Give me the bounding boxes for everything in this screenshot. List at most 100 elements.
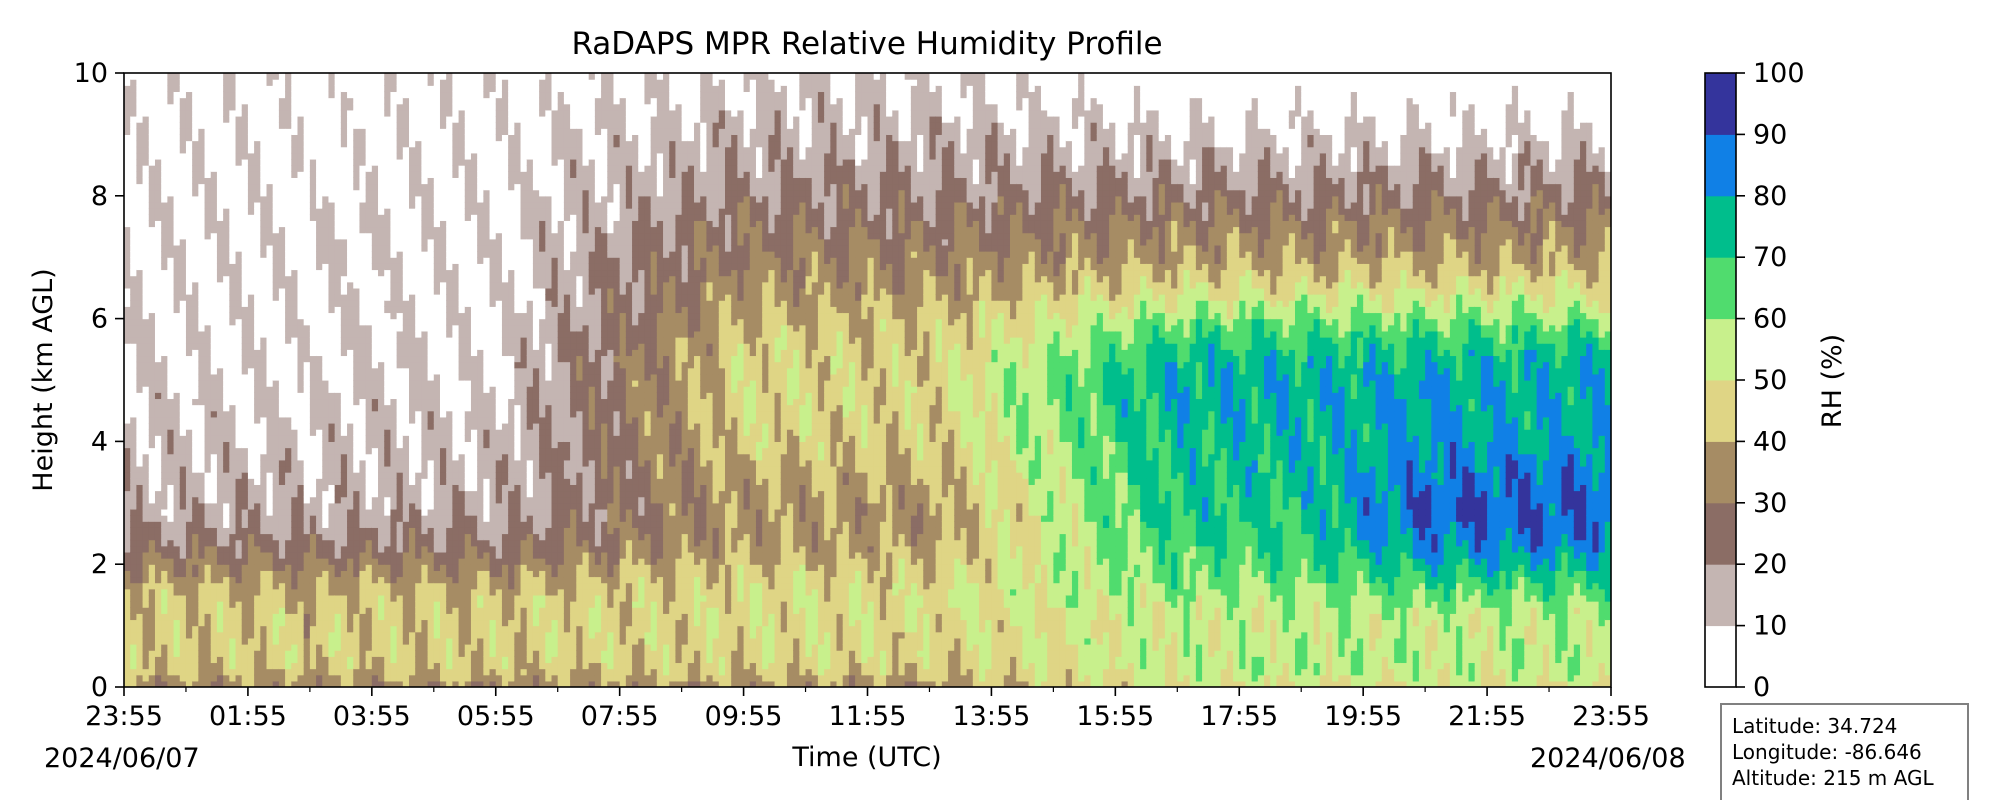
contour-cell: [205, 294, 212, 301]
contour-cell: [310, 282, 317, 289]
contour-cell: [328, 650, 335, 657]
contour-cell: [390, 294, 397, 301]
contour-cell: [353, 362, 360, 369]
contour-cell: [273, 251, 280, 258]
contour-field: [124, 73, 1612, 688]
contour-cell: [335, 233, 342, 240]
contour-cell: [285, 644, 292, 651]
contour-cell: [316, 656, 323, 663]
contour-cell: [161, 515, 168, 522]
contour-cell: [248, 576, 255, 583]
contour-cell: [279, 546, 286, 553]
contour-cell: [341, 214, 348, 221]
contour-cell: [124, 675, 131, 682]
contour-cell: [236, 337, 243, 344]
contour-cell: [285, 79, 292, 86]
contour-cell: [322, 104, 329, 111]
contour-cell: [341, 85, 348, 92]
contour-cell: [279, 343, 286, 350]
contour-cell: [304, 595, 311, 602]
contour-cell: [198, 552, 205, 559]
contour-cell: [390, 227, 397, 234]
contour-cell: [136, 589, 143, 596]
contour-cell: [242, 478, 249, 485]
contour-cell: [366, 312, 373, 319]
contour-cell: [415, 601, 422, 608]
contour-cell: [359, 398, 366, 405]
contour-cell: [254, 454, 261, 461]
contour-cell: [180, 122, 187, 129]
contour-cell: [217, 607, 224, 614]
contour-cell: [161, 355, 168, 362]
contour-cell: [279, 122, 286, 129]
contour-cell: [353, 644, 360, 651]
contour-cell: [254, 497, 261, 504]
contour-cell: [328, 233, 335, 240]
contour-cell: [409, 319, 416, 326]
contour-cell: [229, 472, 236, 479]
contour-cell: [242, 208, 249, 215]
contour-cell: [310, 380, 317, 387]
contour-cell: [335, 675, 342, 682]
contour-cell: [347, 675, 354, 682]
contour-cell: [211, 312, 218, 319]
contour-cell: [143, 460, 150, 467]
contour-cell: [279, 595, 286, 602]
contour-cell: [378, 607, 385, 614]
contour-cell: [260, 153, 267, 160]
contour-cell: [136, 73, 143, 80]
contour-cell: [279, 128, 286, 135]
contour-cell: [372, 491, 379, 498]
contour-cell: [260, 552, 267, 559]
contour-cell: [236, 349, 243, 356]
contour-cell: [428, 669, 435, 676]
contour-cell: [260, 466, 267, 473]
contour-cell: [254, 448, 261, 455]
contour-cell: [335, 245, 342, 252]
contour-cell: [285, 190, 292, 197]
contour-cell: [205, 478, 212, 485]
contour-cell: [291, 214, 298, 221]
contour-cell: [304, 497, 311, 504]
contour-cell: [316, 171, 323, 178]
contour-cell: [205, 147, 212, 154]
contour-cell: [328, 349, 335, 356]
contour-cell: [186, 98, 193, 105]
contour-cell: [279, 509, 286, 516]
contour-cell: [155, 411, 162, 418]
contour-cell: [316, 239, 323, 246]
contour-cell: [372, 91, 379, 98]
contour-cell: [124, 515, 131, 522]
contour-cell: [180, 552, 187, 559]
contour-cell: [198, 79, 205, 86]
contour-cell: [130, 411, 137, 418]
contour-cell: [273, 613, 280, 620]
contour-cell: [279, 73, 286, 80]
contour-cell: [279, 196, 286, 203]
contour-cell: [130, 85, 137, 92]
contour-cell: [297, 368, 304, 375]
contour-cell: [421, 153, 428, 160]
contour-cell: [236, 325, 243, 332]
contour-cell: [304, 276, 311, 283]
contour-cell: [273, 147, 280, 154]
contour-cell: [161, 583, 168, 590]
contour-cell: [279, 208, 286, 215]
contour-cell: [161, 448, 168, 455]
contour-cell: [211, 558, 218, 565]
contour-cell: [174, 558, 181, 565]
contour-cell: [130, 306, 137, 313]
contour-cell: [273, 650, 280, 657]
contour-cell: [136, 503, 143, 510]
contour-cell: [347, 644, 354, 651]
contour-cell: [428, 343, 435, 350]
contour-cell: [254, 534, 261, 541]
contour-cell: [397, 417, 404, 424]
contour-cell: [248, 472, 255, 479]
contour-cell: [390, 405, 397, 412]
contour-cell: [291, 546, 298, 553]
contour-cell: [279, 355, 286, 362]
contour-cell: [205, 141, 212, 148]
contour-cell: [223, 294, 230, 301]
contour-cell: [130, 534, 137, 541]
